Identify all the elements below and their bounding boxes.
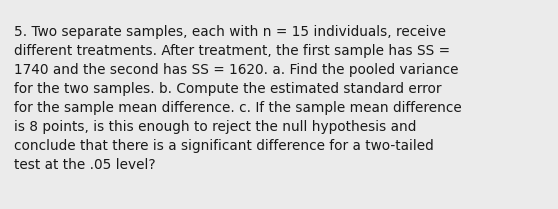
Text: 5. Two separate samples, each with n = 15 individuals, receive
different treatme: 5. Two separate samples, each with n = 1… [14,25,461,172]
